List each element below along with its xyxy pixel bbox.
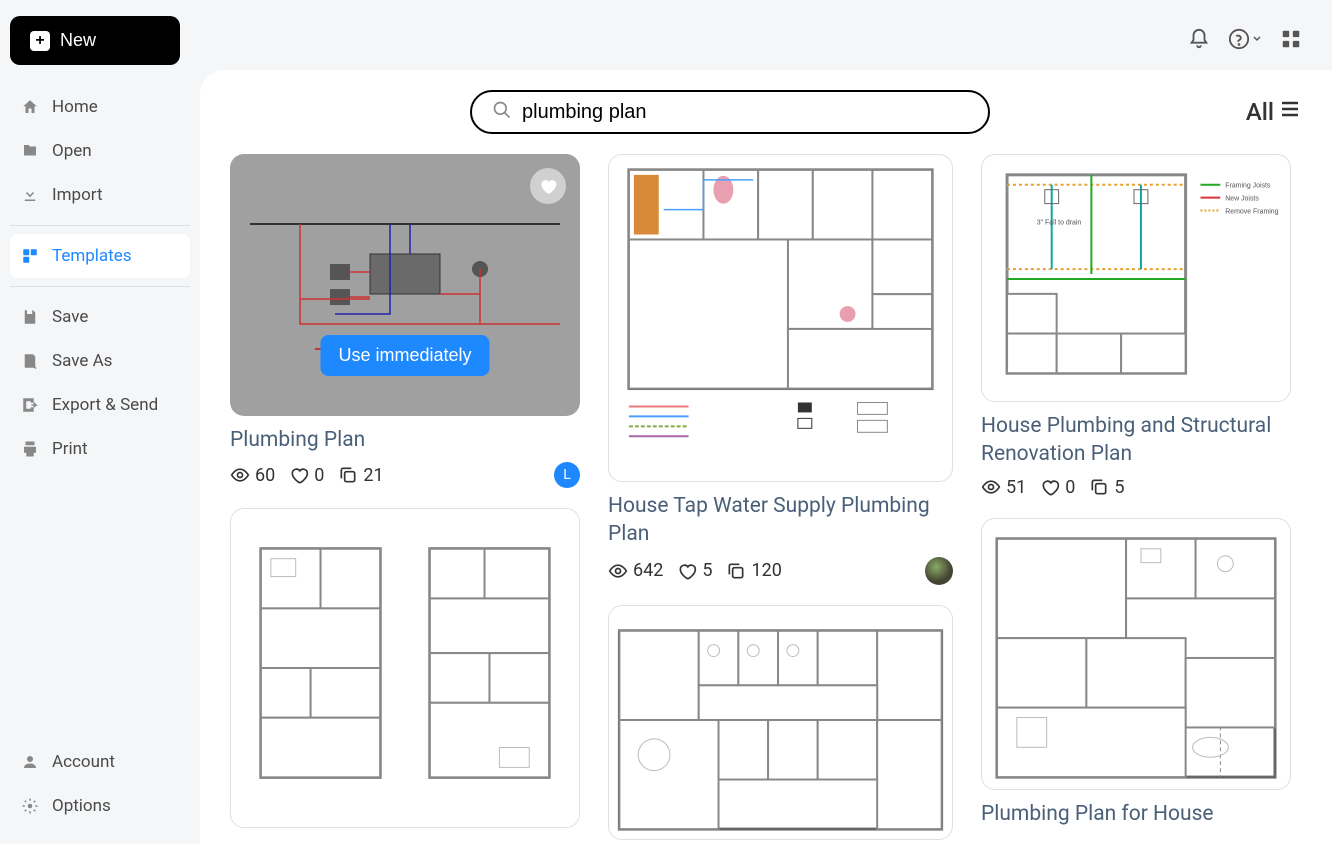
sidebar-item-label: Templates — [52, 246, 132, 266]
top-right-icons — [1188, 28, 1302, 50]
views-stat: 642 — [608, 560, 663, 581]
sidebar-item-label: Open — [52, 141, 92, 161]
svg-text:Remove Framing: Remove Framing — [1225, 209, 1278, 216]
template-thumbnail[interactable] — [608, 605, 953, 840]
search-input[interactable] — [522, 101, 968, 124]
likes-stat: 5 — [677, 560, 712, 581]
sidebar-item-save[interactable]: Save — [10, 295, 190, 339]
sidebar-item-print[interactable]: Print — [10, 427, 190, 471]
plus-icon: + — [30, 31, 50, 51]
author-avatar[interactable]: L — [554, 462, 580, 488]
plumbing-diagram — [230, 154, 580, 416]
use-immediately-button[interactable]: Use immediately — [320, 335, 489, 376]
options-icon — [20, 796, 40, 816]
open-icon — [20, 141, 40, 161]
sidebar-item-label: Options — [52, 796, 111, 816]
sidebar-item-save-as[interactable]: Save As — [10, 339, 190, 383]
filter-all-button[interactable]: All — [1246, 97, 1302, 127]
likes-stat: 0 — [289, 465, 324, 486]
sidebar-item-templates[interactable]: Templates — [10, 234, 190, 278]
templates-icon — [20, 246, 40, 266]
sidebar-item-account[interactable]: Account — [10, 740, 190, 784]
account-icon — [20, 752, 40, 772]
apps-icon[interactable] — [1280, 28, 1302, 50]
divider — [10, 286, 190, 287]
template-thumbnail[interactable] — [608, 154, 953, 482]
divider — [10, 225, 190, 226]
sidebar-item-label: Export & Send — [52, 395, 158, 415]
template-stats: 60 0 21 L — [230, 462, 580, 488]
new-button-label: New — [60, 30, 96, 51]
new-button[interactable]: + New — [10, 16, 180, 65]
svg-text:3" Fall to drain: 3" Fall to drain — [1037, 219, 1082, 226]
views-stat: 51 — [981, 477, 1026, 498]
copies-stat: 120 — [726, 560, 781, 581]
floorplan-diagram — [609, 155, 952, 481]
copies-stat: 21 — [338, 465, 383, 486]
svg-text:Framing Joists: Framing Joists — [1225, 183, 1271, 190]
help-icon[interactable] — [1228, 28, 1262, 50]
sidebar-item-open[interactable]: Open — [10, 129, 190, 173]
save-icon — [20, 307, 40, 327]
template-card[interactable]: Framing Joists New Joists Remove Framing… — [981, 154, 1291, 498]
template-card[interactable] — [608, 605, 953, 840]
sidebar: + New Home Open Import — [0, 0, 200, 844]
search-icon — [492, 100, 512, 124]
svg-text:New Joists: New Joists — [1225, 196, 1259, 203]
menu-icon — [1278, 97, 1302, 127]
template-thumbnail[interactable] — [230, 508, 580, 828]
export-icon — [20, 395, 40, 415]
sidebar-item-export[interactable]: Export & Send — [10, 383, 190, 427]
search-box[interactable] — [470, 90, 990, 134]
floorplan-diagram — [982, 519, 1290, 789]
template-stats: 642 5 120 — [608, 557, 953, 585]
sidebar-item-options[interactable]: Options — [10, 784, 190, 828]
template-thumbnail[interactable] — [981, 518, 1291, 790]
template-title: House Plumbing and Structural Renovation… — [981, 412, 1291, 469]
sidebar-item-home[interactable]: Home — [10, 85, 190, 129]
favorite-button[interactable] — [530, 168, 566, 204]
template-title: Plumbing Plan for House — [981, 800, 1291, 828]
filter-label: All — [1246, 98, 1274, 126]
likes-stat: 0 — [1040, 477, 1075, 498]
save-as-icon — [20, 351, 40, 371]
home-icon — [20, 97, 40, 117]
sidebar-item-import[interactable]: Import — [10, 173, 190, 217]
sidebar-item-label: Save As — [52, 351, 112, 371]
author-avatar[interactable] — [925, 557, 953, 585]
sidebar-item-label: Account — [52, 752, 115, 772]
copies-stat: 5 — [1089, 477, 1124, 498]
template-card[interactable] — [230, 508, 580, 828]
template-card[interactable]: Plumbing Plan for House — [981, 518, 1291, 828]
template-card[interactable]: House Tap Water Supply Plumbing Plan 642… — [608, 154, 953, 585]
template-title: Plumbing Plan — [230, 426, 580, 454]
sidebar-item-label: Import — [52, 185, 103, 205]
main-content: All — [200, 70, 1332, 844]
template-stats: 51 0 5 — [981, 477, 1291, 498]
views-stat: 60 — [230, 465, 275, 486]
import-icon — [20, 185, 40, 205]
templates-grid: Use immediately Plumbing Plan 60 0 — [230, 154, 1332, 840]
floorplan-diagram: Framing Joists New Joists Remove Framing… — [982, 155, 1290, 401]
bell-icon[interactable] — [1188, 28, 1210, 50]
sidebar-item-label: Save — [52, 307, 88, 327]
print-icon — [20, 439, 40, 459]
template-title: House Tap Water Supply Plumbing Plan — [608, 492, 953, 549]
sidebar-item-label: Print — [52, 439, 88, 459]
template-card[interactable]: Use immediately Plumbing Plan 60 0 — [230, 154, 580, 488]
sidebar-item-label: Home — [52, 97, 98, 117]
template-thumbnail[interactable]: Use immediately — [230, 154, 580, 416]
template-thumbnail[interactable]: Framing Joists New Joists Remove Framing… — [981, 154, 1291, 402]
floorplan-diagram — [609, 606, 952, 839]
floorplan-diagram — [231, 509, 579, 827]
